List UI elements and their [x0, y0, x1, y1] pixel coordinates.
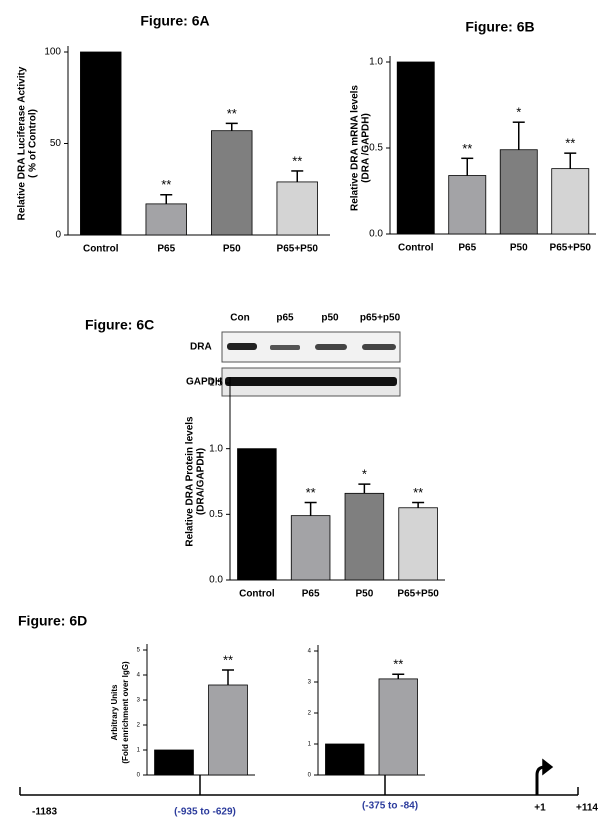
significance-label: **	[292, 153, 302, 168]
panel-title: Figure: 6D	[18, 613, 87, 629]
x-tick-label: P65	[302, 589, 320, 600]
error-bar	[304, 501, 317, 516]
x-tick-label: Control	[398, 243, 434, 254]
y-axis-label: Relative DRA Luciferase Activity	[17, 66, 28, 220]
row-label: GAPDH	[186, 377, 222, 388]
bar	[551, 168, 590, 235]
bar	[290, 515, 331, 581]
chart-title: Figure: 6A	[140, 13, 209, 29]
y-tick-label: 0	[308, 773, 312, 779]
significance-label: **	[462, 141, 472, 156]
y-tick-label: 0.5	[209, 509, 223, 520]
row-label: DRA	[190, 342, 212, 353]
bar	[378, 678, 418, 776]
y-axis-label: Arbitrary Units	[110, 684, 119, 741]
bar	[344, 492, 385, 581]
x-tick-label: P65+P50	[277, 244, 319, 255]
significance-label: **	[161, 177, 171, 192]
y-tick-label: 4	[137, 673, 141, 679]
region-label: (-935 to -629)	[174, 807, 236, 818]
error-bar	[564, 152, 577, 169]
error-bar	[392, 673, 405, 679]
lane-label: Con	[230, 313, 249, 324]
chart-title: Figure: 6B	[465, 19, 534, 35]
significance-label: *	[362, 467, 367, 482]
bar	[398, 507, 438, 581]
error-bar	[291, 170, 304, 182]
lane-label: p65+p50	[360, 313, 401, 324]
x-tick-label: P65	[157, 244, 175, 255]
y-tick-label: 4	[308, 649, 312, 655]
x-tick-label: P50	[510, 243, 528, 254]
position-label: +1	[534, 803, 546, 814]
y-tick-label: 100	[44, 47, 61, 58]
y-tick-label: 50	[50, 138, 62, 149]
position-label: -1183	[32, 807, 57, 818]
y-tick-label: 1.0	[209, 443, 223, 454]
significance-label: **	[227, 106, 237, 121]
significance-label: **	[393, 657, 403, 672]
y-tick-label: 1	[308, 742, 312, 748]
error-bar	[512, 121, 525, 150]
y-tick-label: 5	[137, 648, 141, 654]
lane-label: p50	[321, 313, 339, 324]
y-tick-label: 0.0	[209, 575, 223, 586]
y-tick-label: 0.0	[369, 229, 383, 240]
bar	[396, 61, 435, 235]
bar	[208, 684, 248, 776]
bar	[80, 51, 122, 236]
bar	[154, 749, 194, 776]
bar	[499, 149, 538, 235]
y-axis-label: Relative DRA mRNA levels	[350, 85, 361, 211]
y-tick-label: 0	[137, 773, 141, 779]
bar	[325, 743, 365, 776]
significance-label: **	[565, 136, 575, 151]
x-tick-label: P50	[223, 244, 241, 255]
bar	[145, 203, 187, 236]
y-axis-label: ( % of Control)	[28, 109, 39, 178]
x-tick-label: P65+P50	[397, 589, 439, 600]
y-axis-label: (Fold enrichment over IgG)	[121, 661, 130, 764]
position-label: +114	[576, 803, 598, 814]
error-bar	[461, 157, 474, 176]
bar	[211, 130, 253, 236]
y-tick-label: 1.0	[369, 57, 383, 68]
promoter-line	[19, 758, 579, 796]
error-bar	[160, 193, 173, 204]
y-axis-label: (DRA/GAPDH)	[196, 448, 207, 515]
y-tick-label: 1	[137, 748, 141, 754]
error-bar	[225, 122, 238, 131]
error-bar	[358, 483, 371, 494]
significance-label: **	[413, 485, 423, 500]
y-tick-label: 3	[137, 698, 141, 704]
bar	[448, 175, 487, 235]
x-tick-label: P50	[355, 589, 373, 600]
bar	[276, 181, 318, 236]
region-label: (-375 to -84)	[362, 801, 418, 812]
y-tick-label: 2	[137, 723, 141, 729]
y-tick-label: 3	[308, 680, 312, 686]
y-axis-label: (DRA /GAPDH)	[361, 113, 372, 183]
significance-label: **	[223, 652, 233, 667]
error-bar	[412, 501, 425, 508]
blot-title: Figure: 6C	[85, 317, 154, 333]
x-tick-label: Control	[83, 244, 119, 255]
y-tick-label: 2	[308, 711, 312, 717]
bar	[237, 448, 277, 581]
x-tick-label: P65	[458, 243, 476, 254]
y-tick-label: 0.5	[369, 143, 383, 154]
y-axis-label: Relative DRA Protein levels	[185, 416, 196, 547]
y-tick-label: 0	[55, 230, 61, 241]
y-tick-label: 1.5	[209, 378, 223, 389]
x-tick-label: Control	[239, 589, 275, 600]
significance-label: **	[306, 485, 316, 500]
lane-label: p65	[276, 313, 294, 324]
blot	[221, 331, 401, 397]
significance-label: *	[516, 105, 521, 120]
error-bar	[222, 669, 234, 685]
x-tick-label: P65+P50	[550, 243, 592, 254]
